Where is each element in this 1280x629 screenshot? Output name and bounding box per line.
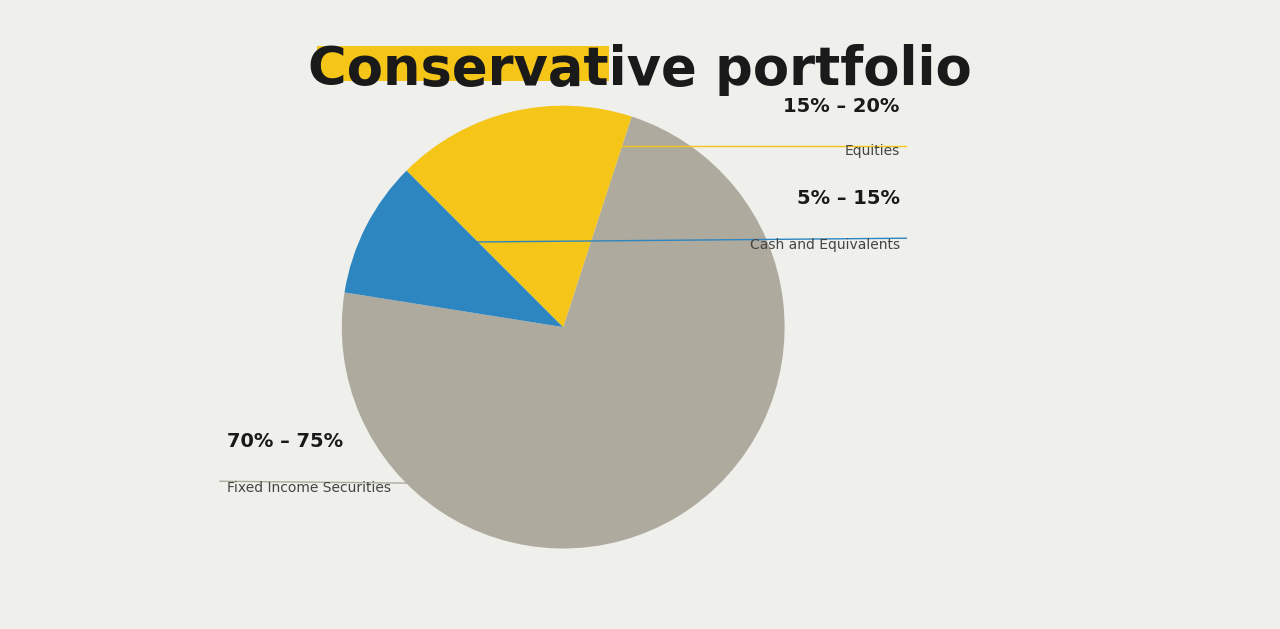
Wedge shape — [344, 170, 563, 327]
Wedge shape — [342, 116, 785, 548]
Text: Cash and Equivalents: Cash and Equivalents — [750, 238, 900, 252]
FancyBboxPatch shape — [317, 46, 609, 81]
Wedge shape — [407, 106, 631, 327]
Text: 5% – 15%: 5% – 15% — [796, 189, 900, 208]
Text: 15% – 20%: 15% – 20% — [783, 97, 900, 116]
Text: Conservative portfolio: Conservative portfolio — [308, 44, 972, 96]
Text: 70% – 75%: 70% – 75% — [227, 432, 343, 451]
Text: Equities: Equities — [845, 143, 900, 158]
Text: Fixed Income Securities: Fixed Income Securities — [227, 481, 390, 495]
